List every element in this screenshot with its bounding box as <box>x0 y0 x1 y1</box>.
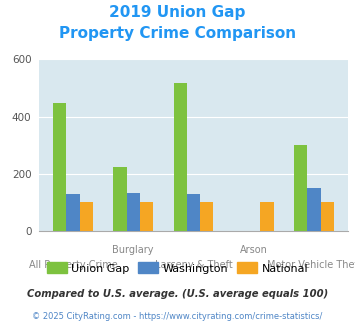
Text: Motor Vehicle Theft: Motor Vehicle Theft <box>267 260 355 270</box>
Text: Larceny & Theft: Larceny & Theft <box>154 260 233 270</box>
Bar <box>307 188 321 231</box>
Bar <box>66 194 80 231</box>
Bar <box>174 83 187 231</box>
Bar <box>187 194 200 231</box>
Bar <box>321 202 334 231</box>
Text: All Property Crime: All Property Crime <box>29 260 118 270</box>
Bar <box>53 103 66 231</box>
Text: © 2025 CityRating.com - https://www.cityrating.com/crime-statistics/: © 2025 CityRating.com - https://www.city… <box>32 312 323 321</box>
Text: Arson: Arson <box>240 245 268 255</box>
Bar <box>200 202 213 231</box>
Text: Property Crime Comparison: Property Crime Comparison <box>59 26 296 41</box>
Text: Compared to U.S. average. (U.S. average equals 100): Compared to U.S. average. (U.S. average … <box>27 289 328 299</box>
Text: Burglary: Burglary <box>113 245 154 255</box>
Bar <box>113 167 127 231</box>
Bar <box>127 193 140 231</box>
Bar <box>140 202 153 231</box>
Text: 2019 Union Gap: 2019 Union Gap <box>109 5 246 20</box>
Bar <box>294 145 307 231</box>
Legend: Union Gap, Washington, National: Union Gap, Washington, National <box>42 258 313 278</box>
Bar <box>80 202 93 231</box>
Bar <box>260 202 274 231</box>
